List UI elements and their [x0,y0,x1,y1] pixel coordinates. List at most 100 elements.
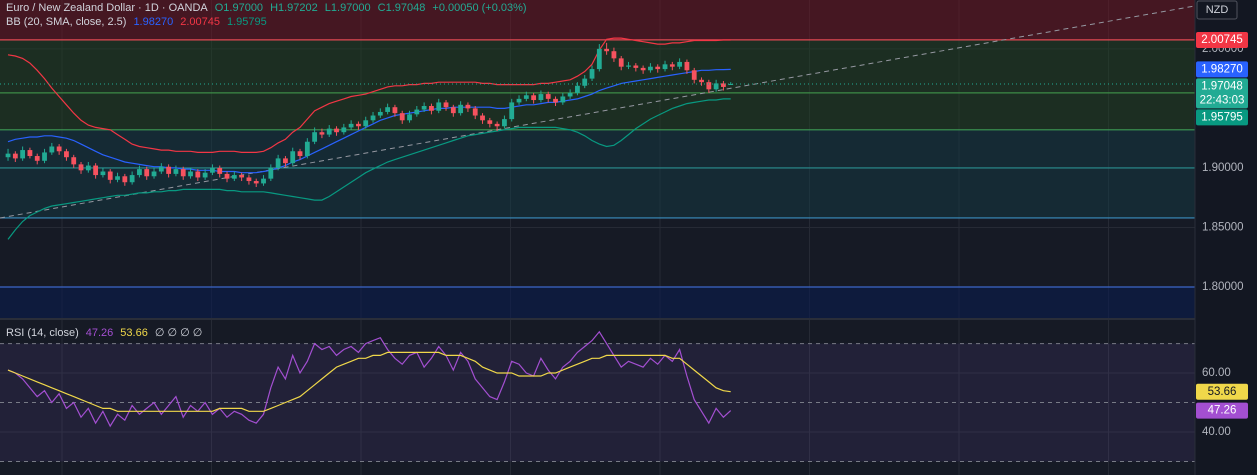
zone [0,287,1195,318]
candle-body [107,171,113,180]
candle-body [370,115,376,121]
price-tag-label: 1.98270 [1201,63,1243,75]
price-pane [0,0,1195,318]
candle-body [567,92,573,97]
candle-body [648,66,653,71]
candle-body [319,132,325,135]
candle-body [721,83,726,87]
candle-body [348,123,354,128]
candle-body [334,128,339,133]
legend: RSI (14, close) 47.26 53.66 ∅ ∅ ∅ ∅ [6,327,202,339]
candle-body [684,61,690,71]
candle-body [363,120,369,127]
price-tag [1196,31,1248,48]
price-tag [1196,383,1248,400]
legends: Euro / New Zealand Dollar · 1D · OANDA O1… [6,2,527,339]
candle-body [5,153,11,158]
candle-body [611,51,617,59]
legend-item: +0.00050 (+0.03%) [432,2,526,14]
candle-body [312,132,318,142]
y-tick-label: 1.90000 [1202,162,1244,174]
legend-item: C1.97048 [378,2,426,14]
candle-body [64,151,69,158]
price-tag-label: 2.00745 [1201,34,1243,46]
candle-body [34,156,40,161]
candle-body [421,106,427,110]
candle-body [151,171,157,177]
y-tick-label: 40.00 [1202,426,1231,438]
candle-body [261,178,266,184]
candle-body [728,83,734,85]
candle-body [677,61,683,67]
candle-body [268,167,274,179]
candle-body [78,164,84,171]
candle-body [56,146,62,152]
price-tag-label: 47.26 [1208,405,1237,417]
candle-body [12,153,18,159]
legend-item: O1.97000 [215,2,263,14]
candle-body [618,58,624,67]
candle-body [210,167,215,173]
candle-body [589,69,595,79]
trend-line [0,5,1195,219]
candle-body [85,165,91,171]
candle-body [239,175,245,178]
candle-body [516,98,522,103]
y-tick-label: 1.85000 [1202,222,1244,234]
legend-item: 53.66 [120,327,148,339]
price-tag-label: 53.66 [1208,386,1237,398]
candle-body [604,48,610,52]
candle-body [553,98,558,103]
candle-body [596,48,602,70]
candle-body [202,172,208,178]
candle-body [129,175,135,183]
candle-body [356,123,361,127]
candle-body [231,175,237,179]
candle-body [582,78,588,86]
candle-body [691,70,697,80]
candle-body [27,150,33,157]
candle-body [560,96,566,103]
candle-body [407,114,412,121]
candle-body [487,120,493,124]
candle-body [42,152,47,161]
candle-body [465,104,471,109]
candle-body [275,158,281,168]
candle-body [173,169,179,174]
candle-body [392,107,398,114]
candle-body [137,169,142,176]
candle-body [283,158,288,164]
legend: Euro / New Zealand Dollar · 1D · OANDA O1… [6,2,527,14]
rsi-pane [0,320,1195,475]
candle-body [100,171,106,176]
candle-body [144,169,150,177]
y-tick-label: 1.80000 [1202,281,1244,293]
price-tag-label: 1.97048 [1201,80,1243,92]
candle-body [246,177,252,182]
legend-item: BB (20, SMA, close, 2.5) [6,16,126,28]
candle-body [297,151,303,157]
candle-body [640,67,646,71]
candle-body [20,150,26,159]
currency: NZD [1206,4,1229,16]
legend: BB (20, SMA, close, 2.5) 1.98270 2.00745 1.… [6,16,267,28]
candle-body [71,157,77,165]
candle-body [502,119,507,127]
candle-body [217,167,223,174]
currency-box[interactable] [1196,0,1238,20]
pane-divider [0,318,1195,320]
candle-body [655,66,661,70]
candle-body [377,111,383,116]
candle-body [385,107,391,112]
candle-body [436,102,442,111]
candle-body [443,102,449,108]
candle-body [166,166,172,174]
legend-item: RSI (14, close) [6,327,79,339]
series-line [7,351,731,412]
price-tag [1196,78,1248,109]
candle-body [158,166,164,172]
candle-body [224,173,230,179]
candle-body [494,123,500,127]
candle-body [480,115,485,121]
